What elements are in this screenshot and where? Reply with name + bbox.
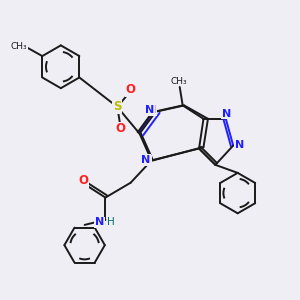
Text: N: N [141, 155, 150, 165]
Text: O: O [78, 174, 88, 187]
Text: N: N [95, 217, 104, 227]
Text: H: H [107, 217, 115, 227]
Text: S: S [113, 100, 122, 113]
Text: N: N [147, 105, 156, 115]
Text: N: N [222, 109, 231, 119]
Text: CH₃: CH₃ [171, 76, 188, 85]
Text: N: N [142, 155, 152, 165]
Text: CH₃: CH₃ [11, 42, 27, 51]
Text: O: O [115, 122, 125, 135]
Text: O: O [126, 83, 136, 96]
Text: N: N [145, 105, 154, 115]
Text: N: N [235, 140, 244, 150]
